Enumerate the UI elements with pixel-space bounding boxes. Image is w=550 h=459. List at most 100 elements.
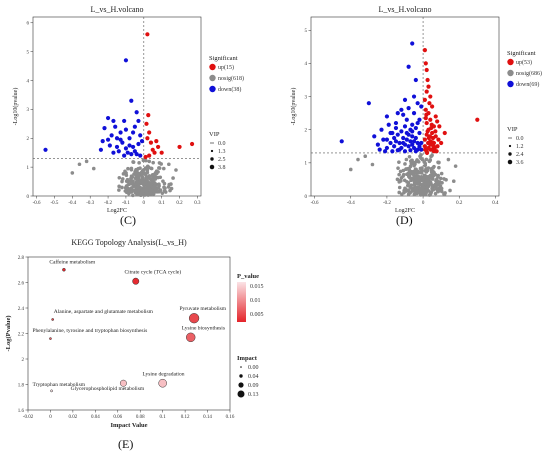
down-point [132,149,137,154]
nosig-point [161,166,166,171]
y-tick-label: 0 [305,195,308,200]
pathway-point [62,267,66,272]
nosig-point [432,164,436,169]
y-tick-label: 3 [27,108,30,113]
nosig-point [136,183,141,187]
down-point [383,149,388,154]
p-value-legend-label: 0.015 [250,284,264,290]
down-point [399,145,404,151]
vip-size-swatch [507,159,513,165]
x-tick-label: -0.5 [50,201,58,206]
panel-label-d: (D) [396,213,413,227]
nosig-point [410,177,414,182]
p-value-legend-label: 0.005 [250,312,264,318]
down-point [125,150,130,155]
up-point [145,32,150,37]
pathway-point [188,313,200,324]
down-point [122,153,127,158]
down-point [116,149,121,154]
down-point [388,140,393,146]
up-point [423,147,428,152]
pathway-point [132,277,140,285]
up-point [424,89,429,94]
up-point [147,153,152,158]
down-point [399,107,404,112]
nosig-point [414,186,418,191]
nosig-point [152,172,157,176]
nosig-point [137,161,141,165]
down-point [134,110,139,115]
nosig-point [140,176,145,181]
down-point [130,144,136,150]
vip-legend-label: 0.0 [516,136,524,142]
y-tick-label: 1.8 [18,383,25,388]
down-point [415,101,420,106]
y-tick-label: 0 [27,195,30,200]
nosig-point [142,171,146,176]
y-tick-label: 3 [305,95,308,100]
x-tick-label: 0.2 [456,201,463,206]
up-point [426,135,431,141]
up-point [423,61,428,66]
down-point [399,129,404,134]
legend-swatch [507,80,514,88]
legend-label: up(53) [516,59,532,66]
nosig-point [148,187,152,192]
plot-frame [310,16,500,197]
y-tick-label: 1.6 [18,409,25,414]
nosig-point [150,179,154,184]
down-point [111,150,116,155]
down-point [395,111,400,116]
up-point [422,48,427,53]
down-point [406,132,411,137]
p-value-colorbar [237,282,246,322]
legend-swatch [507,58,514,66]
panel-label-e: (E) [118,437,134,451]
nosig-point [423,168,427,173]
down-point [123,127,129,132]
nosig-point [426,175,430,179]
up-point [425,77,430,83]
down-point [381,137,386,142]
up-point [426,84,431,89]
down-point [123,58,129,63]
up-point [433,129,438,134]
up-point [159,150,164,155]
impact-size-swatch [240,366,242,368]
nosig-point [431,177,435,181]
down-point [375,142,380,147]
nosig-point [141,191,145,195]
x-tick-label: -0.2 [104,201,112,206]
down-point [397,140,402,146]
vip-size-swatch [508,152,512,156]
pathway-label: Glycerophospholipid metabolism [71,386,145,392]
down-point [417,130,422,136]
nosig-point [422,192,427,196]
impact-legend-label: 0.13 [248,392,259,398]
vip-size-swatch [508,144,512,148]
down-point [419,104,424,109]
x-tick-label: 0 [49,415,52,420]
nosig-point [397,160,401,164]
down-point [384,145,390,151]
nosig-point [428,192,433,196]
up-point [423,116,428,121]
up-point [143,154,148,160]
down-point [138,133,143,138]
up-point [435,119,440,124]
impact-size-swatch [238,382,244,388]
down-point [404,137,409,142]
up-point [424,112,429,117]
nosig-point [438,176,443,181]
panel-label-c: (C) [120,213,136,227]
down-point [384,114,390,119]
down-point [395,132,400,137]
nosig-point [398,169,403,174]
down-point [410,134,415,139]
nosig-point [129,176,133,181]
down-point [410,129,415,134]
x-tick-label: 0 [143,201,146,206]
y-tick-label: 5 [305,29,308,34]
impact-legend-label: 0.09 [248,383,259,389]
x-tick-label: 0.4 [492,201,499,206]
